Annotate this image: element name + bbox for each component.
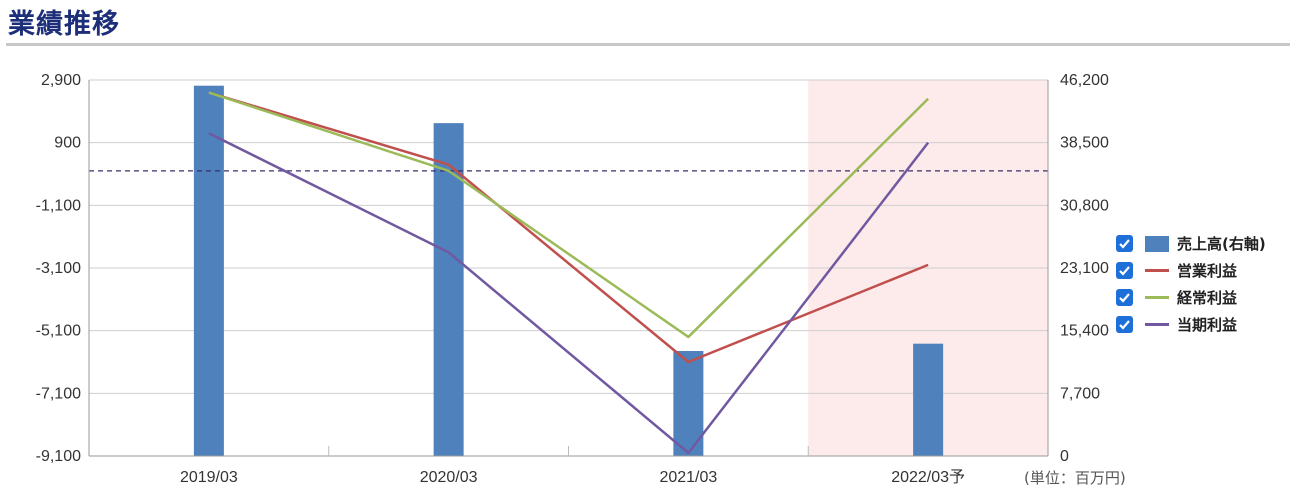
line-ordinary <box>208 91 930 339</box>
legend-item-operating[interactable]: 営業利益 <box>1116 257 1266 284</box>
right-axis-tick-label: 30,800 <box>1060 197 1109 214</box>
left-axis-tick-label: -5,100 <box>36 323 81 340</box>
tick-labels: 2,900 900 -1,100 -3,100 -5,100 -7,100 -9,100 46… <box>36 72 1109 486</box>
legend-swatch-sales <box>1145 235 1169 252</box>
left-axis-tick-label: -1,100 <box>36 197 81 214</box>
right-axis-tick-label: 0 <box>1060 448 1069 465</box>
x-axis-tick-label: 2019/03 <box>180 469 238 486</box>
left-axis-tick-label: -7,100 <box>36 385 81 402</box>
line-operating <box>208 91 929 364</box>
page-title: 業績推移 <box>8 9 120 40</box>
legend-item-ordinary[interactable]: 経常利益 <box>1116 284 1266 311</box>
checkbox-operating[interactable] <box>1116 262 1133 279</box>
x-axis-tick-label: 2021/03 <box>659 469 717 486</box>
title-divider <box>6 43 1290 46</box>
x-axis-tick-label: 2022/03予 <box>891 468 965 486</box>
left-axis-tick-label: -9,100 <box>36 448 81 465</box>
left-axis-tick-label: -3,100 <box>36 260 81 277</box>
right-axis-tick-label: 38,500 <box>1060 135 1109 152</box>
checkbox-sales[interactable] <box>1116 235 1133 252</box>
legend-item-sales[interactable]: 売上高(右軸) <box>1116 230 1266 257</box>
line-net <box>208 132 930 455</box>
legend-swatch-operating <box>1145 269 1169 272</box>
right-axis-tick-label: 46,200 <box>1060 72 1109 89</box>
bar-sales <box>193 85 224 457</box>
profit-lines <box>208 91 930 455</box>
checkbox-ordinary[interactable] <box>1116 289 1133 306</box>
legend-swatch-ordinary <box>1145 296 1169 299</box>
right-axis-tick-label: 23,100 <box>1060 260 1109 277</box>
axes <box>88 80 1049 457</box>
legend-item-net[interactable]: 当期利益 <box>1116 311 1266 338</box>
x-axis-tick-label: 2020/03 <box>420 469 478 486</box>
legend-label-operating: 営業利益 <box>1177 262 1238 280</box>
checkbox-net[interactable] <box>1116 316 1133 333</box>
left-axis-tick-label: 900 <box>54 135 81 152</box>
sales-bars <box>193 85 944 457</box>
unit-label: (単位：百万円) <box>1024 469 1126 487</box>
legend-label-ordinary: 経常利益 <box>1177 289 1238 307</box>
legend-label-sales: 売上高(右軸) <box>1177 235 1266 253</box>
chart-legend: 売上高(右軸) 営業利益 経常利益 当期利益 <box>1116 230 1266 338</box>
right-axis-tick-label: 15,400 <box>1060 323 1109 340</box>
legend-swatch-net <box>1145 323 1169 326</box>
left-axis-tick-label: 2,900 <box>41 72 81 89</box>
legend-label-net: 当期利益 <box>1177 316 1238 334</box>
bar-sales <box>913 343 944 456</box>
right-axis-tick-label: 7,700 <box>1060 385 1100 402</box>
